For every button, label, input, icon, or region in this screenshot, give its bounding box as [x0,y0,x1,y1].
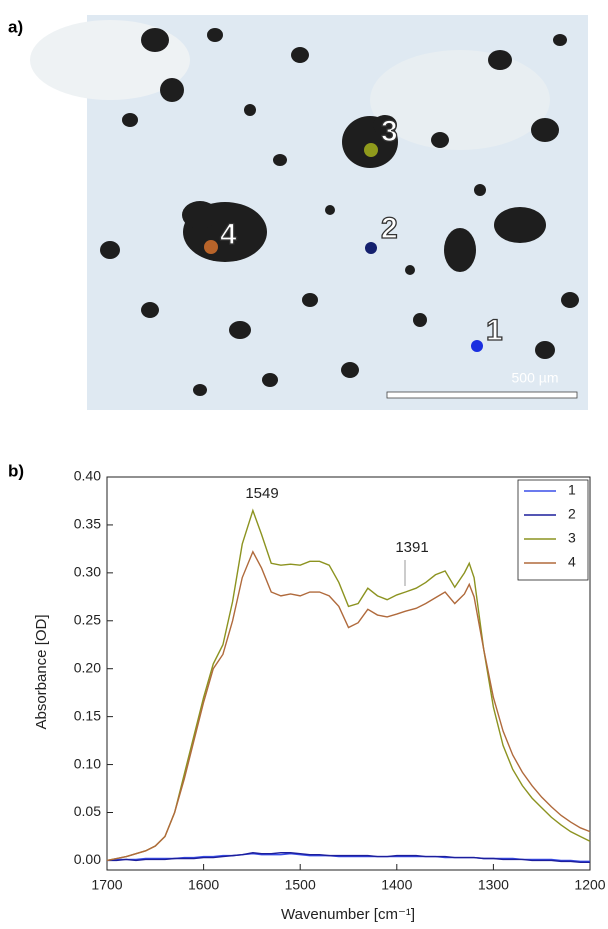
point-label: 2 [381,212,398,245]
y-tick-label: 0.10 [74,755,101,771]
legend-box [517,479,589,581]
measurement-point [471,340,483,352]
measurement-point [365,242,377,254]
panel-label: a) [8,17,23,36]
scale-bar-label: 500 µm [512,370,559,386]
y-tick-label: 0.25 [74,611,101,627]
y-axis-label: Absorbance [OD] [33,614,50,729]
light-area [370,50,550,150]
series-line [106,508,591,862]
x-tick-label: 1400 [381,877,412,893]
particles [100,28,579,396]
measurement-point [204,240,218,254]
y-tick-label: 0.20 [74,659,101,675]
legend-label: 1 [568,482,576,498]
x-tick-label: 1700 [91,877,122,893]
y-tick-label: 0.30 [74,564,101,580]
series-line [106,852,590,863]
measurement-point [364,143,378,157]
point-label: 3 [381,115,398,148]
x-tick-label: 1500 [285,877,316,893]
x-tick-label: 1600 [188,877,219,893]
x-axis-label: Wavenumber [cm⁻¹] [281,906,415,923]
y-tick-label: 0.40 [74,468,101,484]
plot-frame [106,476,591,871]
annotation: 1391 [395,539,428,556]
y-tick-label: 0.05 [74,803,101,819]
scale-bar [386,391,578,399]
y-tick-label: 0.00 [74,851,101,867]
series-line [107,852,590,864]
point-label: 4 [220,218,237,251]
point-label: 1 [486,314,503,347]
y-tick-label: 0.15 [74,707,101,723]
legend-label: 3 [568,530,576,546]
micrograph: 1 2 3 4 500 µm [30,15,588,410]
panel-label: b) [8,461,24,480]
legend-label: 4 [568,554,576,570]
series-line [106,550,591,862]
y-tick-label: 0.35 [74,516,101,532]
legend-label: 2 [568,506,576,522]
x-tick-label: 1300 [478,877,509,893]
x-tick-label: 1200 [574,877,605,893]
annotation: 1549 [245,485,278,502]
